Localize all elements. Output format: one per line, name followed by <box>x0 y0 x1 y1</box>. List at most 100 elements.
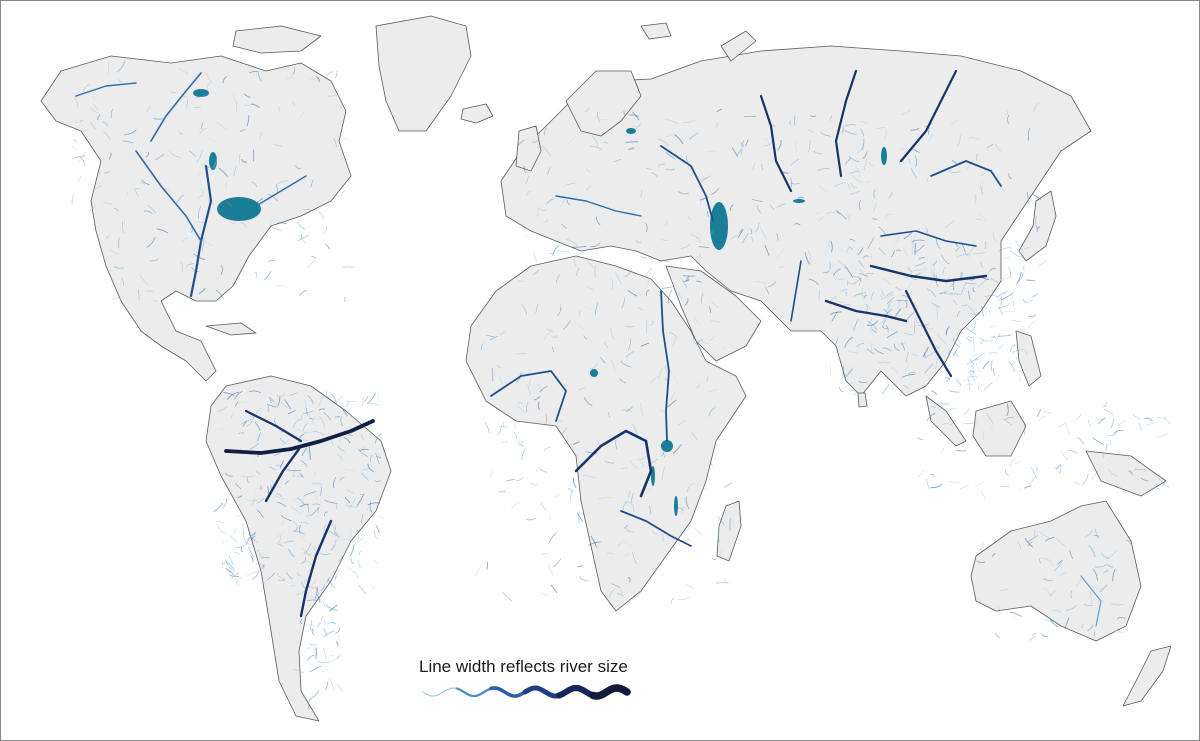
tributary-line <box>323 412 332 421</box>
tributary-line <box>205 72 212 84</box>
tributary-line <box>890 250 895 258</box>
tributary-line <box>1026 191 1030 206</box>
tributary-line <box>706 376 709 383</box>
tributary-line <box>250 555 254 563</box>
tributary-line <box>1045 536 1055 542</box>
tributary-line <box>302 547 312 557</box>
tributary-line <box>1026 299 1033 303</box>
tributary-line <box>303 491 317 497</box>
tributary-line <box>687 537 691 543</box>
tributary-line <box>311 629 315 636</box>
tributary-line <box>708 389 718 392</box>
tributary-line <box>614 158 622 162</box>
tributary-line <box>846 182 851 189</box>
tributary-line <box>178 130 183 134</box>
tributary-line <box>597 440 600 446</box>
tributary-line <box>276 493 282 498</box>
tributary-line <box>543 219 549 224</box>
tributary-line <box>343 436 351 444</box>
tributary-line <box>716 108 722 113</box>
tributary-line <box>90 107 99 114</box>
legend-wave-segment <box>589 684 631 700</box>
tributary-line <box>250 103 260 108</box>
tributary-line <box>253 457 258 463</box>
tributary-line <box>543 329 553 341</box>
tributary-line <box>315 586 318 600</box>
tributary-line <box>241 534 245 540</box>
tributary-line <box>589 242 601 248</box>
tributary-line <box>997 291 1007 302</box>
tributary-line <box>198 205 202 219</box>
tributary-line <box>241 475 256 478</box>
tributary-line <box>1056 538 1067 548</box>
tributary-line <box>306 654 315 661</box>
tributary-line <box>339 476 345 481</box>
tributary-line <box>235 483 242 489</box>
tributary-line <box>362 446 365 453</box>
tributary-line <box>1000 297 1002 306</box>
tributary-line <box>965 336 972 343</box>
tributary-line <box>966 383 974 386</box>
greenland <box>375 15 472 132</box>
tributary-line <box>72 155 86 159</box>
tributary-line <box>78 176 82 183</box>
tributary-line <box>264 271 272 280</box>
tributary-line <box>993 231 997 242</box>
tributary-line <box>1088 419 1092 427</box>
tributary-line <box>302 410 314 414</box>
tributary-line <box>121 277 124 286</box>
tributary-line <box>326 71 333 76</box>
tributary-line <box>369 500 373 513</box>
tributary-line <box>200 189 204 195</box>
tributary-line <box>611 583 621 588</box>
tributary-line <box>853 318 859 331</box>
tributary-line <box>845 123 857 127</box>
tributary-line <box>1067 449 1078 454</box>
tributary-line <box>941 254 950 265</box>
tributary-line <box>1057 423 1066 428</box>
tributary-line <box>966 376 978 378</box>
tributary-line <box>306 448 312 455</box>
tributary-line <box>1038 558 1042 564</box>
tributary-line <box>594 302 599 315</box>
tributary-line <box>217 406 228 412</box>
lake-baikal <box>881 147 887 165</box>
tributary-line <box>989 325 996 328</box>
tributary-line <box>247 532 257 541</box>
tributary-line <box>485 422 490 433</box>
tributary-line <box>328 654 335 657</box>
tributary-line <box>666 168 675 171</box>
tributary-line <box>497 425 509 428</box>
tributary-line <box>926 478 930 489</box>
tributary-line <box>844 336 853 348</box>
tributary-line <box>623 501 631 503</box>
tributary-line <box>1027 535 1038 543</box>
tributary-line <box>858 275 861 287</box>
tributary-line <box>242 524 245 535</box>
tributary-line <box>216 122 227 130</box>
tributary-line <box>1116 419 1127 426</box>
tributary-line <box>669 331 677 338</box>
tributary-line <box>556 250 570 253</box>
tributary-line <box>852 175 864 184</box>
tributary-line <box>1125 540 1131 544</box>
tributary-line <box>102 121 109 127</box>
tributary-line <box>122 221 124 234</box>
tributary-line <box>1036 409 1041 417</box>
tributary-line <box>855 165 861 178</box>
tributary-line <box>179 92 189 98</box>
tributary-line <box>114 208 119 212</box>
tributary-line <box>571 480 576 487</box>
tributary-line <box>847 282 856 285</box>
tributary-line <box>272 493 285 500</box>
tributary-line <box>621 588 625 599</box>
tributary-line <box>347 400 357 403</box>
tributary-line <box>893 343 900 351</box>
tributary-line <box>997 290 1002 300</box>
tributary-line <box>790 158 800 166</box>
tributary-line <box>1010 457 1017 467</box>
tributary-line <box>790 178 793 188</box>
tributary-line <box>525 190 531 196</box>
tributary-line <box>308 77 322 81</box>
tributary-line <box>186 99 189 109</box>
